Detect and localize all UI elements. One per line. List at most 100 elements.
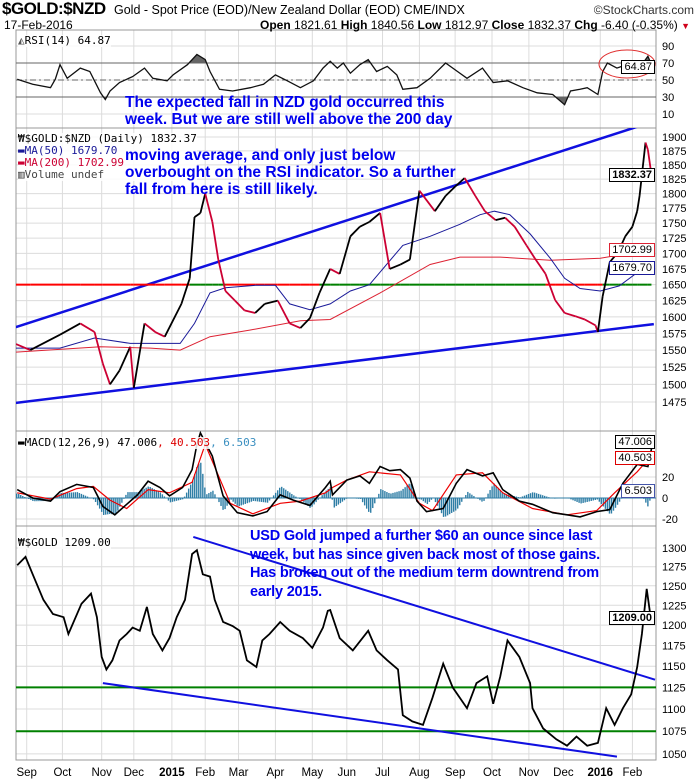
macd-histogram-bar: [60, 493, 62, 498]
macd-histogram-bar: [436, 498, 439, 506]
chg-label: Chg: [574, 18, 598, 32]
price-bar: [193, 212, 201, 218]
macd-histogram-bar: [266, 498, 269, 503]
price-bar: [359, 221, 370, 228]
x-axis-month-label: Nov: [91, 767, 112, 779]
macd-histogram-bar: [301, 498, 303, 501]
macd-histogram-bar: [74, 492, 77, 498]
macd-histogram-bar: [402, 488, 404, 498]
macd-histogram-bar: [171, 498, 174, 502]
macd-histogram-bar: [115, 498, 117, 515]
macd-histogram-bar: [167, 498, 170, 501]
y-tick-label: 1650: [662, 280, 686, 292]
macd-histogram-bar: [497, 487, 499, 498]
macd-histogram-bar: [204, 487, 206, 498]
macd-histogram-bar: [107, 498, 109, 515]
macd-histogram-bar: [317, 498, 319, 500]
gold-value-tag: 1209.00: [609, 611, 655, 625]
macd-histogram-bar: [570, 498, 572, 500]
price-bar: [143, 322, 156, 333]
macd-histogram-bar: [283, 488, 285, 498]
price-bar: [264, 299, 279, 305]
histogram-value-tag: 6.503: [621, 484, 655, 498]
ma50-value-tag: 1679.70: [609, 261, 655, 275]
macd-histogram-bar: [189, 484, 192, 498]
macd-histogram-bar: [210, 491, 212, 498]
price-bar: [484, 210, 497, 221]
macd-histogram-bar: [82, 494, 85, 498]
macd-plot: [16, 431, 656, 518]
ma50-legend-text: MA(50) 1679.70: [24, 144, 118, 157]
y-tick-label: 1550: [662, 345, 686, 357]
macd-histogram-bar: [372, 498, 374, 509]
y-tick-label: 1075: [662, 726, 686, 738]
macd-histogram-bar: [440, 498, 443, 514]
y-tick-label: 1700: [662, 248, 686, 260]
macd-histogram-bar: [276, 490, 279, 498]
price-panel: 1900 1875 1850 1825 1800 1775 1750 1725 1700 1675…: [15, 127, 686, 432]
macd-histogram-bar: [226, 498, 228, 506]
nzd-annotation-line: overbought on the RSI indicator. So a fu…: [125, 164, 456, 181]
macd-histogram-bar: [70, 492, 73, 498]
price-bar: [454, 177, 466, 188]
usd-annotation-line: Has broken out of the medium term downtr…: [250, 565, 599, 581]
macd-histogram-bar: [323, 492, 325, 498]
macd-histogram-bar: [196, 467, 198, 498]
copyright: ©StockCharts.com: [593, 3, 694, 17]
quote-date: 17-Feb-2016: [4, 18, 73, 32]
macd-histogram-bar: [260, 498, 263, 502]
close-label: Close: [491, 18, 525, 32]
price-bar: [29, 333, 61, 351]
macd-histogram-bar: [315, 498, 317, 503]
rsi-value-tag: 64.87: [621, 60, 655, 74]
price-bar: [513, 226, 528, 246]
high-value: 1840.56: [370, 18, 415, 32]
ma50-swatch-icon: ▬: [18, 144, 25, 157]
gold-legend-text: $GOLD 1209.00: [24, 536, 111, 549]
low-value: 1812.97: [444, 18, 489, 32]
price-bar: [211, 221, 220, 260]
macd-histogram-bar: [113, 498, 115, 515]
macd-histogram-bar: [278, 487, 281, 498]
price-bar: [418, 190, 436, 212]
macd-histogram-bar: [68, 492, 70, 498]
gold-border: [15, 525, 657, 761]
price-bar: [389, 263, 401, 270]
macd-histogram-bar: [446, 498, 449, 516]
close-value: 1832.37: [527, 18, 572, 32]
price-bar: [349, 226, 361, 237]
gold-trendline: [193, 535, 656, 681]
price-bar: [636, 195, 641, 212]
macd-histogram-bar: [264, 498, 267, 503]
macd-histogram-bar: [406, 485, 408, 498]
macd-histogram-bar: [169, 498, 172, 503]
macd-histogram-bar: [422, 498, 425, 502]
macd-histogram-bar: [224, 498, 226, 510]
gold-price-line: [16, 548, 653, 747]
macd-histogram-bar: [36, 498, 38, 502]
price-bar: [463, 177, 477, 197]
macd-histogram-bar: [448, 498, 451, 515]
macd-histogram-bar: [262, 498, 265, 503]
price-bar: [495, 216, 506, 221]
x-axis-month-label: Oct: [53, 767, 72, 779]
macd-histogram-bar: [240, 498, 242, 506]
macd-histogram-bar: [487, 493, 489, 498]
macd-histogram-bar: [291, 493, 293, 498]
price-bar: [132, 323, 146, 389]
macd-histogram-bar: [131, 492, 133, 498]
macd-histogram-bar: [588, 498, 590, 502]
price-bar: [597, 296, 604, 333]
macd-histogram-bar: [546, 496, 548, 498]
macd-histogram-bar: [268, 498, 271, 501]
x-axis-month-label: Apr: [266, 767, 284, 779]
y-tick-label: 1050: [662, 749, 686, 761]
macd-histogram-bar: [450, 498, 453, 513]
price-bar: [16, 343, 31, 351]
nzd-annotation-line: The expected fall in NZD gold occurred t…: [125, 94, 445, 111]
macd-histogram-bar: [525, 494, 528, 498]
price-bar: [204, 193, 214, 223]
macd-histogram-bar: [18, 494, 20, 498]
macd-histogram-bar: [246, 498, 249, 504]
macd-histogram-bar: [606, 498, 609, 512]
